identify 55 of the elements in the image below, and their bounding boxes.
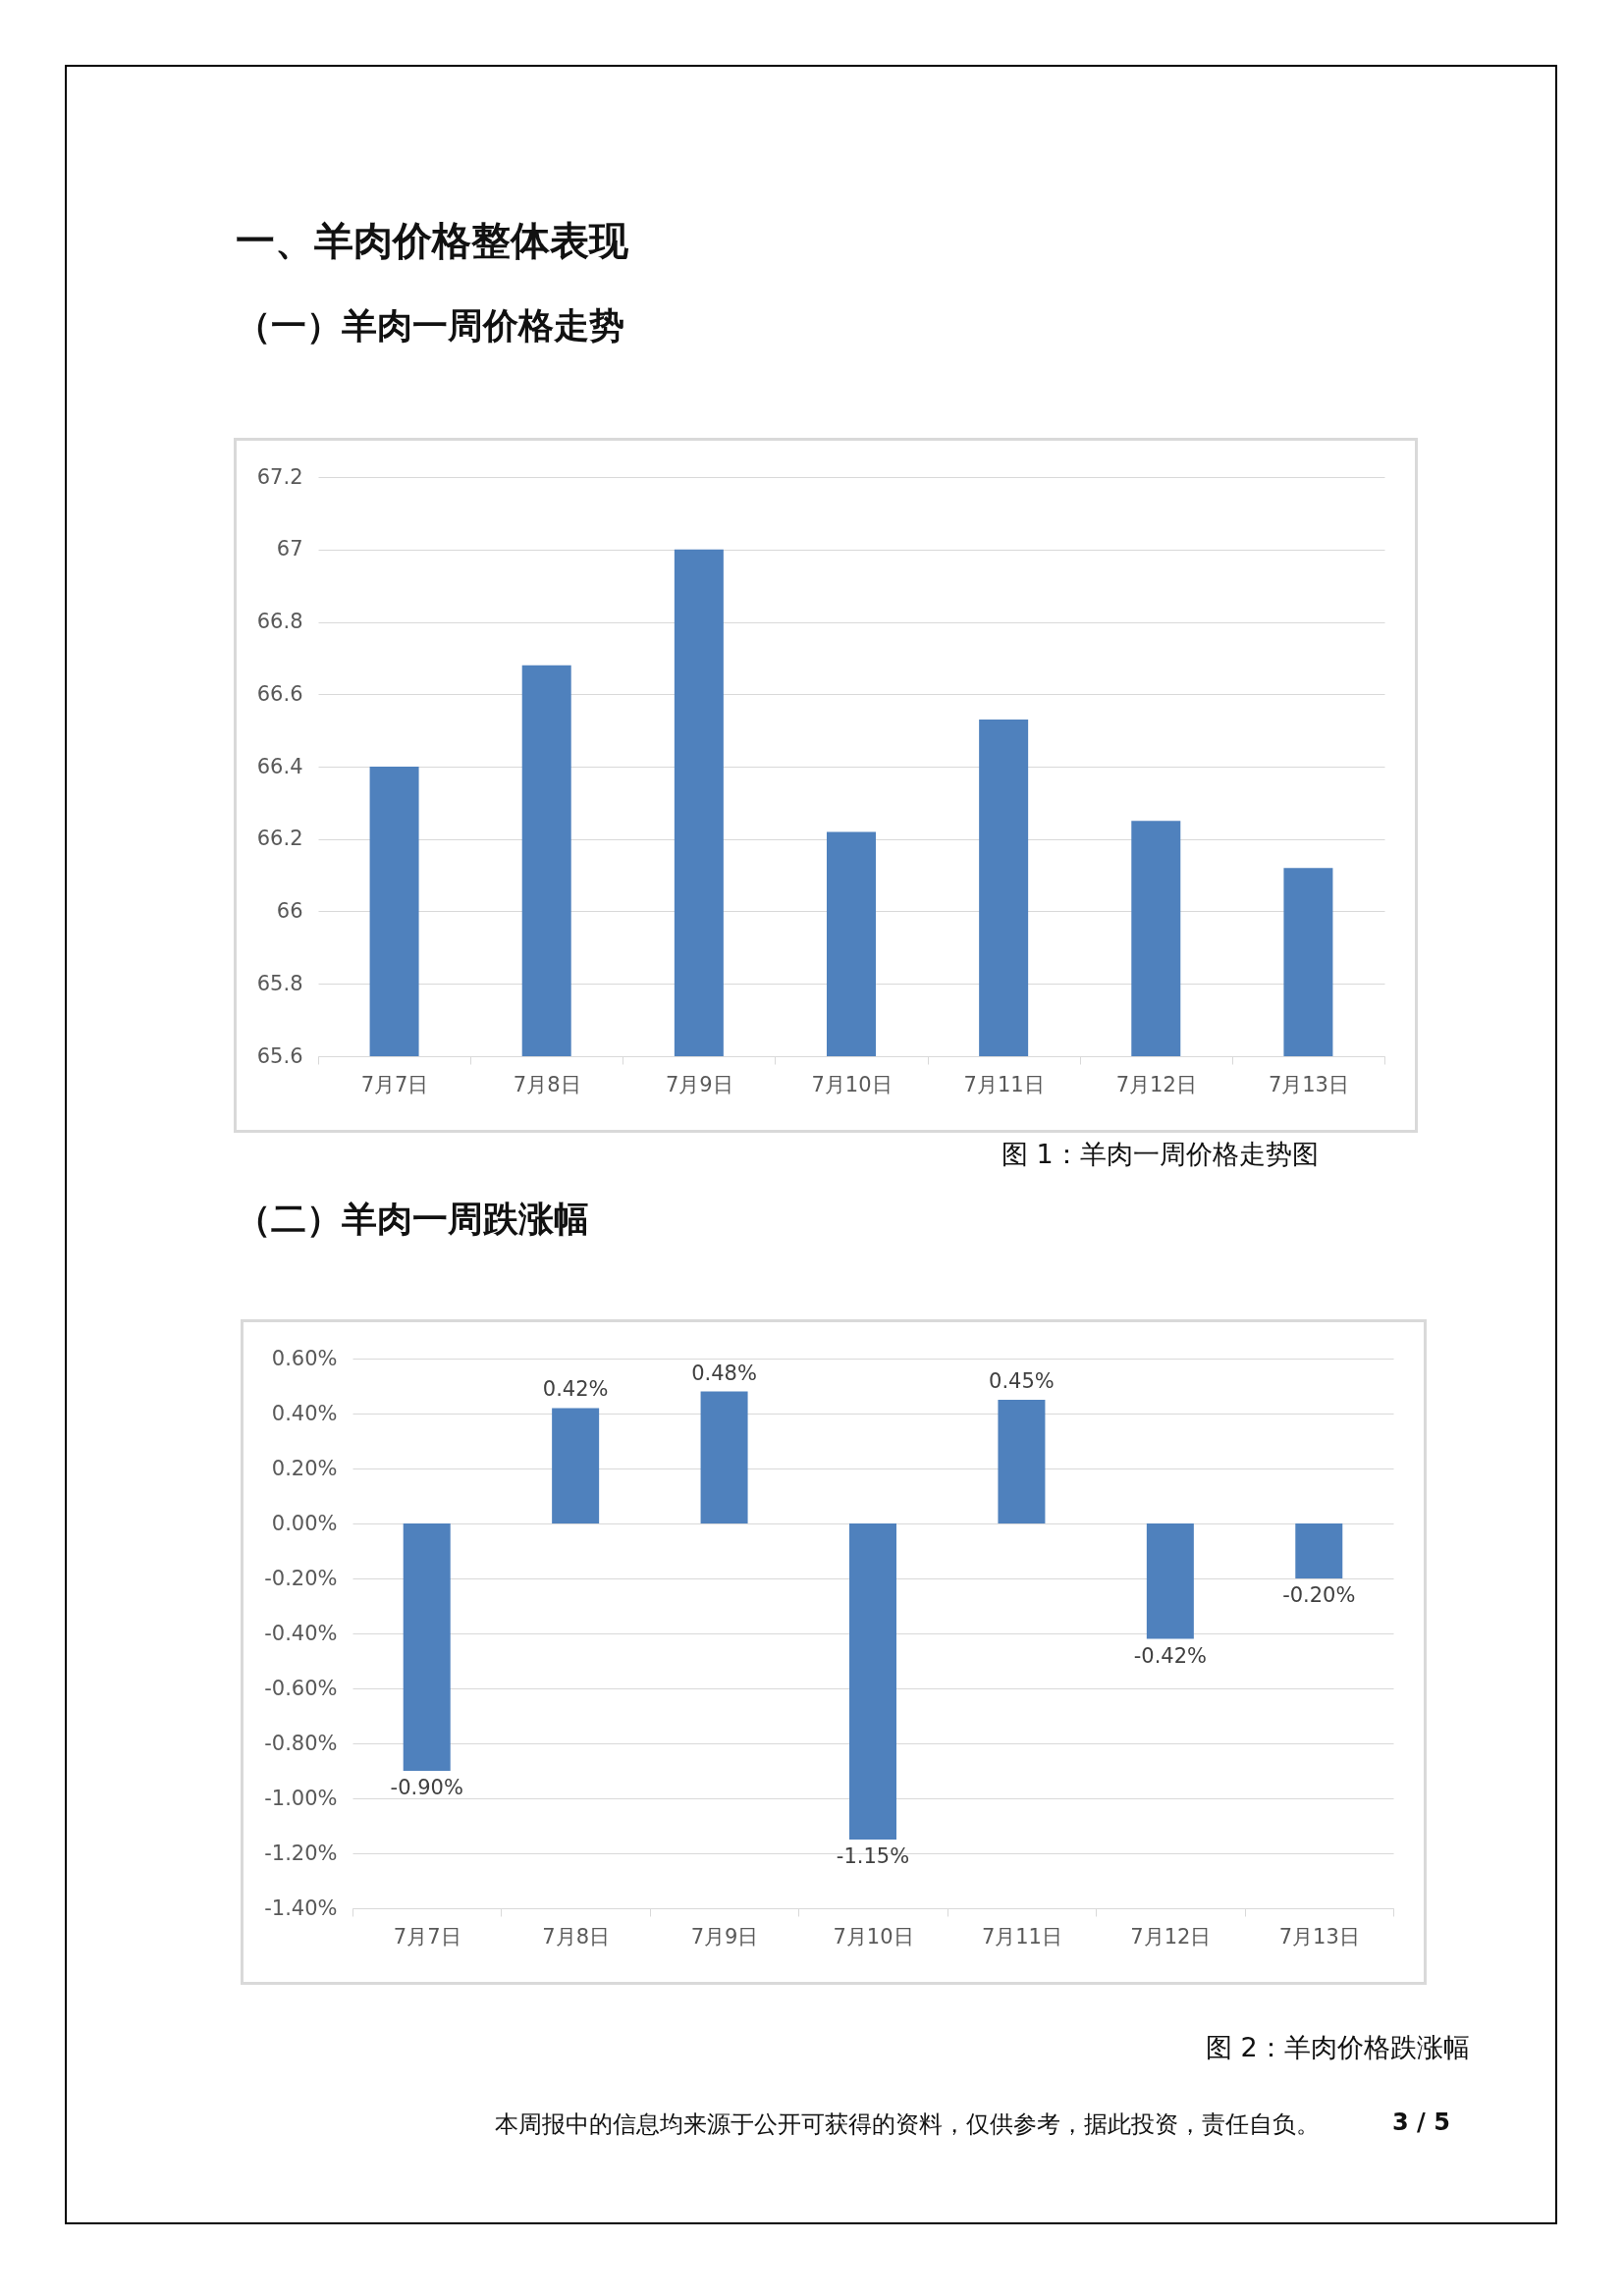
- bar: [998, 1400, 1046, 1523]
- data-label: 0.45%: [989, 1369, 1055, 1393]
- y-tick-label: 66.2: [256, 827, 303, 851]
- y-tick-label: -1.40%: [264, 1896, 338, 1920]
- y-tick-label: 0.40%: [271, 1401, 338, 1425]
- y-tick-label: 67: [276, 537, 303, 561]
- y-tick-label: 66: [276, 899, 303, 923]
- y-tick-label: -0.60%: [264, 1676, 338, 1700]
- data-label: 0.42%: [542, 1377, 609, 1402]
- data-label: 0.48%: [691, 1361, 757, 1385]
- text: 本周报中的信息均来源于公开可获得的资料，仅供参考，据此投资，责任自负。: [495, 2109, 1320, 2140]
- y-tick-label: 67.2: [256, 464, 303, 489]
- data-label: -1.15%: [836, 1844, 910, 1868]
- chart-subtitle: （一）羊肉一周价格走势: [236, 304, 624, 347]
- x-tick-label: 7月9日: [665, 1072, 733, 1096]
- x-tick-label: 7月10日: [811, 1072, 893, 1096]
- y-tick-label: 0.20%: [271, 1456, 338, 1480]
- y-tick-label: -0.20%: [264, 1566, 338, 1590]
- x-tick-label: 7月13日: [1278, 1924, 1360, 1949]
- y-tick-label: -0.80%: [264, 1731, 338, 1755]
- y-tick-label: -0.40%: [264, 1621, 338, 1645]
- data-label: -0.20%: [1282, 1583, 1356, 1607]
- chart-title: （二）羊肉一周跌涨幅: [236, 1198, 589, 1241]
- x-tick-label: 7月8日: [542, 1924, 611, 1949]
- y-tick-label: 66.8: [256, 610, 303, 633]
- y-tick-label: 0.60%: [271, 1346, 338, 1370]
- y-tick-label: 66.4: [256, 754, 303, 778]
- x-tick-label: 7月12日: [1130, 1924, 1212, 1949]
- data-label: -0.42%: [1133, 1643, 1208, 1668]
- y-tick-label: -1.00%: [264, 1786, 338, 1810]
- bar: [700, 1391, 748, 1523]
- x-tick-label: 7月7日: [393, 1924, 461, 1949]
- y-tick-label: 65.6: [256, 1043, 303, 1068]
- text: 3 / 5: [1392, 2109, 1450, 2136]
- chart-title: 一、羊肉价格整体表现: [236, 217, 628, 265]
- x-tick-label: 7月8日: [513, 1072, 581, 1096]
- bar: [403, 1523, 451, 1771]
- y-tick-label: 0.00%: [271, 1511, 338, 1535]
- caption: 图 2：羊肉价格跌涨幅: [1206, 2031, 1470, 2064]
- bar: [552, 1408, 600, 1523]
- bar: [1295, 1523, 1343, 1578]
- y-tick-label: 65.8: [256, 971, 303, 995]
- x-tick-label: 7月7日: [360, 1072, 429, 1096]
- data-label: -0.90%: [390, 1776, 463, 1799]
- bar: [1146, 1523, 1194, 1639]
- x-tick-label: 7月13日: [1268, 1072, 1349, 1096]
- bar: [849, 1523, 896, 1840]
- y-tick-label: 66.6: [256, 681, 303, 706]
- x-tick-label: 7月11日: [963, 1072, 1045, 1096]
- x-tick-label: 7月10日: [833, 1924, 914, 1949]
- x-tick-label: 7月9日: [690, 1924, 759, 1949]
- y-tick-label: -1.20%: [264, 1841, 338, 1865]
- caption: 图 1：羊肉一周价格走势图: [1001, 1138, 1319, 1171]
- x-tick-label: 7月11日: [981, 1924, 1062, 1949]
- x-tick-label: 7月12日: [1115, 1072, 1197, 1096]
